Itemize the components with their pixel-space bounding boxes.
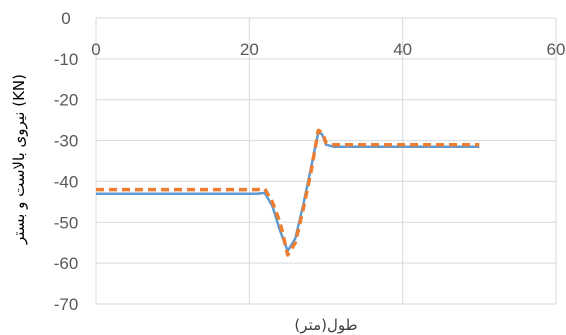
- y-tick-label: -20: [54, 91, 79, 110]
- y-tick-label: -10: [54, 50, 79, 69]
- y-tick-label: -30: [54, 132, 79, 151]
- series-line-1: [96, 131, 480, 253]
- x-axis-title: طول(متر): [294, 316, 357, 334]
- gridlines: [95, 17, 557, 305]
- y-tick-label: -50: [54, 213, 79, 232]
- series-line-2: [96, 128, 480, 257]
- y-tick-label: 0: [61, 9, 70, 28]
- y-tick-label: -60: [54, 254, 79, 273]
- x-tick-label: 40: [393, 40, 412, 59]
- y-tick-labels: 0 -10 -20 -30 -40 -50 -60 -70: [54, 9, 79, 314]
- x-tick-label: 20: [240, 40, 259, 59]
- y-tick-label: -40: [54, 172, 79, 191]
- x-tick-label: 0: [91, 40, 100, 59]
- y-axis-title: نیروی بالاست و بستر (KN): [10, 74, 28, 245]
- y-tick-label: -70: [54, 295, 79, 314]
- x-tick-labels: 0 20 40 60: [91, 40, 565, 59]
- series-lines: [96, 128, 480, 257]
- x-tick-label: 60: [547, 40, 566, 59]
